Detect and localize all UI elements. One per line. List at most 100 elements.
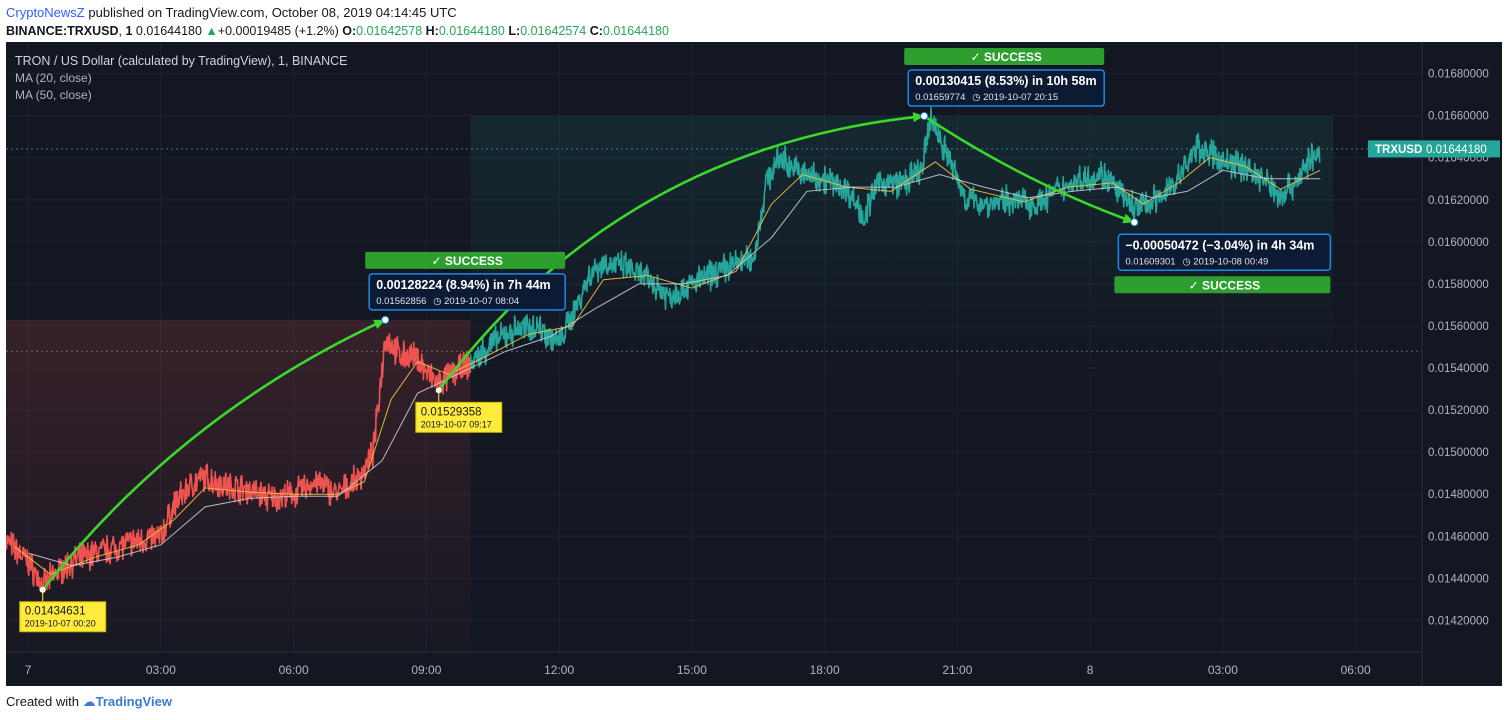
last-price: 0.01644180 bbox=[135, 24, 202, 38]
footer-prefix: Created with bbox=[6, 694, 79, 709]
low-value: 0.01642574 bbox=[520, 24, 587, 38]
success-badge-label: ✓ SUCCESS bbox=[432, 254, 503, 268]
x-tick-label: 12:00 bbox=[544, 663, 574, 677]
y-tick-label: 0.01540000 bbox=[1428, 363, 1489, 375]
callout-3: −0.00050472 (−3.04%) in 4h 34m 0.01609301… bbox=[1114, 218, 1332, 294]
legend-ma50: MA (50, close) bbox=[15, 88, 92, 102]
callout-anchor-dot bbox=[1130, 218, 1139, 227]
x-tick-label: 18:00 bbox=[810, 663, 840, 677]
range-fill-2 bbox=[470, 116, 925, 352]
price-chart[interactable]: 0.00128224 (8.94%) in 7h 44m 0.01562856 ◷ … bbox=[5, 42, 1502, 686]
callout-title: −0.00050472 (−3.04%) in 4h 34m bbox=[1125, 238, 1314, 252]
callout-anchor-dot bbox=[920, 112, 929, 121]
y-tick-label: 0.01560000 bbox=[1428, 321, 1489, 333]
y-tick-label: 0.01480000 bbox=[1428, 489, 1489, 501]
legend: TRON / US Dollar (calculated by TradingV… bbox=[15, 54, 348, 102]
x-tick-label: 03:00 bbox=[1208, 663, 1238, 677]
interval: 1 bbox=[125, 24, 133, 38]
x-tick-label: 8 bbox=[1087, 663, 1094, 677]
close-label: C: bbox=[589, 24, 603, 38]
publish-line: CryptoNewsZ published on TradingView.com… bbox=[6, 4, 457, 22]
legend-ma20: MA (20, close) bbox=[15, 71, 92, 85]
price-levels bbox=[6, 148, 1422, 352]
y-tick-label: 0.01680000 bbox=[1428, 69, 1489, 81]
success-badge bbox=[365, 251, 566, 269]
high-value: 0.01644180 bbox=[438, 24, 505, 38]
price-tag-symbol: TRXUSD bbox=[1375, 144, 1422, 156]
callout-box bbox=[1117, 233, 1332, 272]
x-tick-label: 21:00 bbox=[942, 663, 972, 677]
callout-title: 0.00128224 (8.94%) in 7h 44m bbox=[376, 278, 550, 292]
callout-2: 0.00130415 (8.53%) in 10h 58m 0.01659774 ◷… bbox=[904, 48, 1105, 121]
y-tick-label: 0.01500000 bbox=[1428, 447, 1489, 459]
callout-price: 0.01562856 bbox=[376, 296, 426, 307]
note-date: 2019-10-07 00:20 bbox=[25, 619, 96, 629]
x-tick-label: 7 bbox=[25, 663, 32, 677]
callout-1: 0.00128224 (8.94%) in 7h 44m 0.01562856 ◷ … bbox=[365, 251, 566, 324]
price-line-down bbox=[5, 333, 472, 594]
callout-anchor-dot bbox=[381, 315, 390, 324]
note-value: 0.01529358 bbox=[421, 406, 482, 418]
projection-arrows bbox=[39, 112, 1135, 593]
success-badge bbox=[904, 48, 1105, 66]
change-up-icon: ▲ bbox=[205, 24, 218, 38]
x-tick-label: 03:00 bbox=[146, 663, 176, 677]
callout-box bbox=[907, 69, 1105, 107]
callout-date: ◷ 2019-10-08 00:49 bbox=[1182, 256, 1268, 267]
callout-price: 0.01659774 bbox=[915, 92, 965, 103]
arrow-curve-2 bbox=[437, 114, 925, 392]
arrow-curve-1 bbox=[41, 318, 386, 591]
low-label: L: bbox=[508, 24, 521, 38]
callouts: 0.00128224 (8.94%) in 7h 44m 0.01562856 ◷ … bbox=[19, 48, 1332, 633]
ma50-line bbox=[27, 169, 1321, 567]
callout-title: 0.00130415 (8.53%) in 10h 58m bbox=[915, 74, 1096, 88]
price-tag-box bbox=[1368, 140, 1500, 158]
y-tick-label: 0.01660000 bbox=[1428, 111, 1489, 123]
author-link[interactable]: CryptoNewsZ bbox=[6, 5, 85, 20]
y-tick-label: 0.01620000 bbox=[1428, 195, 1489, 207]
arrow-head-2 bbox=[912, 112, 925, 123]
y-tick-label: 0.01600000 bbox=[1428, 237, 1489, 249]
symbol: BINANCE:TRXUSD bbox=[6, 24, 119, 38]
callout-date: ◷ 2019-10-07 08:04 bbox=[433, 296, 519, 307]
y-tick-label: 0.01440000 bbox=[1428, 573, 1489, 585]
footer: Created with ☁TradingView bbox=[6, 694, 172, 710]
x-tick-label: 06:00 bbox=[1341, 663, 1371, 677]
success-badge bbox=[1114, 276, 1331, 294]
callout-price: 0.01609301 bbox=[1125, 256, 1175, 267]
price-tag: TRXUSD 0.01644180 bbox=[1368, 140, 1500, 158]
published-text: published on TradingView.com, October 08… bbox=[88, 5, 457, 20]
y-tick-label: 0.01460000 bbox=[1428, 531, 1489, 543]
price-series bbox=[5, 107, 1321, 594]
success-badge-label: ✓ SUCCESS bbox=[970, 50, 1041, 64]
callout-box bbox=[368, 273, 566, 311]
price-line-up bbox=[469, 107, 1321, 370]
axes: 0.01420000 0.01440000 0.01460000 0.01480000… bbox=[6, 42, 1489, 686]
note-value: 0.01434631 bbox=[25, 606, 86, 618]
symbol-line: BINANCE:TRXUSD, 1 0.01644180 ▲+0.0001948… bbox=[6, 24, 669, 38]
ma20-line bbox=[14, 157, 1321, 575]
x-tick-label: 15:00 bbox=[677, 663, 707, 677]
open-label: O: bbox=[342, 24, 357, 38]
footer-brand[interactable]: TradingView bbox=[95, 694, 172, 709]
y-tick-label: 0.01580000 bbox=[1428, 279, 1489, 291]
price-tag-value: 0.01644180 bbox=[1426, 144, 1487, 156]
open-value: 0.01642578 bbox=[356, 24, 423, 38]
x-tick-label: 06:00 bbox=[279, 663, 309, 677]
x-tick-label: 09:00 bbox=[411, 663, 441, 677]
close-value: 0.01644180 bbox=[602, 24, 669, 38]
y-tick-label: 0.01420000 bbox=[1428, 615, 1489, 627]
note-box bbox=[19, 601, 107, 633]
y-tick-label: 0.01520000 bbox=[1428, 405, 1489, 417]
tradingview-logo-icon: ☁ bbox=[82, 694, 96, 709]
callout-date: ◷ 2019-10-07 20:15 bbox=[972, 92, 1058, 103]
note-date: 2019-10-07 09:17 bbox=[421, 419, 492, 429]
note-box bbox=[415, 401, 503, 433]
change-value: +0.00019485 (+1.2%) bbox=[217, 24, 339, 38]
high-label: H: bbox=[425, 24, 439, 38]
success-badge-label: ✓ SUCCESS bbox=[1189, 278, 1260, 292]
chart-area[interactable]: 0.00128224 (8.94%) in 7h 44m 0.01562856 ◷ … bbox=[5, 42, 1502, 686]
arrow-curve-3 bbox=[923, 114, 1135, 224]
